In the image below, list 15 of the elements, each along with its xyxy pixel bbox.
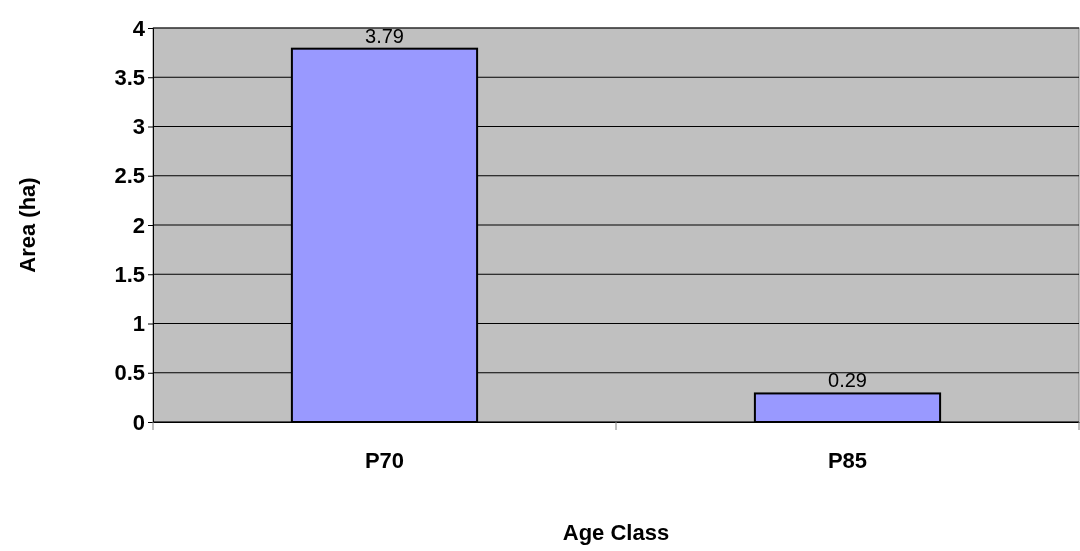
y-tick-label: 1 (132, 311, 145, 337)
y-tick-label: 2 (132, 212, 145, 238)
y-tick-label: 3.5 (114, 64, 145, 90)
y-tick-label: 4 (132, 15, 146, 41)
data-label: 0.29 (828, 369, 867, 392)
y-tick-label: 0.5 (114, 360, 145, 386)
x-tick-label: P70 (364, 447, 405, 473)
y-tick-label: 2.5 (114, 163, 145, 189)
y-axis-title: Area (ha) (15, 177, 40, 273)
y-tick-label: 0 (132, 409, 145, 435)
y-tick-label: 1.5 (114, 261, 145, 287)
data-label: 3.79 (365, 24, 404, 47)
y-tick-label: 3 (132, 114, 145, 140)
x-axis-title: Age Class (562, 520, 670, 545)
x-tick-label: P85 (827, 447, 868, 473)
